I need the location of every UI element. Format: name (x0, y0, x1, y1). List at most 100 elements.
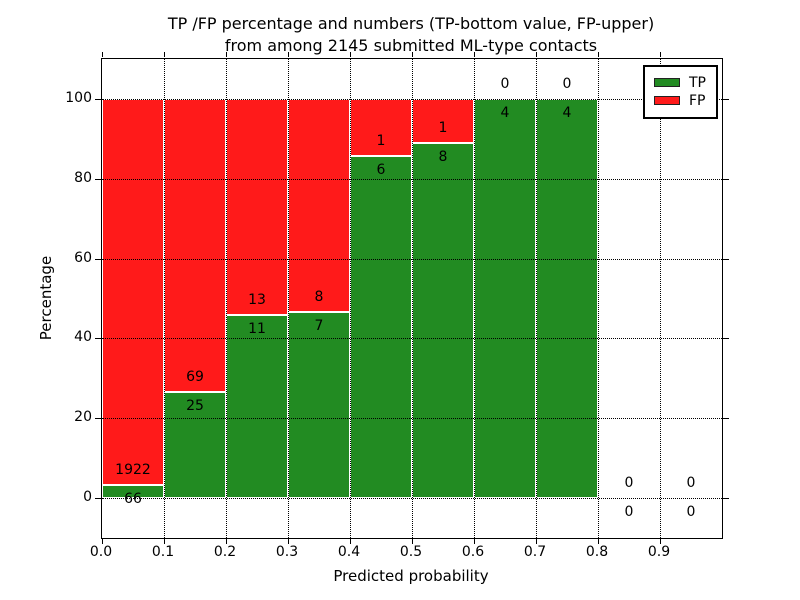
x-axis-tick (412, 539, 413, 544)
y-axis-right-tick (723, 418, 729, 420)
x-gridline (474, 59, 475, 538)
y-axis-tick (95, 498, 101, 500)
y-axis-tick (95, 178, 101, 180)
x-axis-top-tick (412, 52, 413, 57)
x-axis-tick (350, 539, 351, 544)
tp-count-label: 8 (438, 149, 448, 166)
chart-title: TP /FP percentage and numbers (TP-bottom… (101, 13, 721, 57)
x-axis-tick (164, 539, 165, 544)
x-gridline (536, 59, 537, 538)
fp-bar-segment (412, 98, 474, 144)
x-gridline (226, 59, 227, 538)
tp-legend-label: TP (689, 74, 706, 91)
tp-count-label: 6 (376, 161, 386, 178)
y-axis-tick (95, 258, 101, 260)
x-axis-top-tick (350, 52, 351, 57)
y-axis-tick (95, 338, 101, 340)
y-axis-right-tick (723, 338, 729, 340)
y-tick-label: 20 (74, 409, 92, 426)
x-gridline (660, 59, 661, 538)
fp-count-label: 1 (376, 132, 386, 149)
tp-count-label: 66 (124, 490, 142, 507)
tp-bar-segment (474, 98, 536, 499)
y-axis-tick (95, 98, 101, 100)
x-tick-label: 0.2 (213, 544, 237, 560)
fp-count-label: 69 (186, 368, 204, 385)
x-axis-tick (288, 539, 289, 544)
chart-title-line2: from among 2145 submitted ML-type contac… (224, 36, 598, 55)
x-tick-label: 0.5 (399, 544, 423, 560)
x-tick-label: 0.3 (275, 544, 299, 560)
tp-count-label: 11 (248, 321, 266, 338)
fp-bar-segment (288, 98, 350, 312)
x-axis-top-tick (288, 52, 289, 57)
legend-entry-tp: TP (654, 74, 706, 91)
tp-bar-segment (350, 155, 412, 499)
tp-color-swatch (654, 78, 680, 87)
legend: TP FP (643, 65, 718, 119)
x-gridline (598, 59, 599, 538)
fp-count-label: 0 (686, 475, 696, 492)
tp-count-label: 0 (686, 504, 696, 521)
tp-bar-segment (288, 311, 350, 499)
tp-count-label: 7 (314, 317, 324, 334)
fp-color-swatch (654, 96, 680, 105)
y-tick-label: 100 (65, 89, 92, 106)
fp-bar-segment (164, 98, 226, 392)
y-tick-label: 40 (74, 329, 92, 346)
plot-area: TP FP 1922 66 69 25 13 11 8 7 1 6 1 8 0 4 0 4 0 0 0 0 (95, 52, 729, 544)
tp-count-label: 4 (562, 104, 572, 121)
fp-count-label: 0 (562, 75, 572, 92)
x-axis-top-tick (474, 52, 475, 57)
y-tick-label: 0 (83, 489, 92, 506)
fp-bar-segment (226, 98, 288, 316)
tp-bar-segment (536, 98, 598, 499)
fp-count-label: 0 (624, 475, 634, 492)
x-tick-label: 0.9 (647, 544, 671, 560)
y-axis-label: Percentage (37, 255, 55, 341)
x-axis-top-tick (660, 52, 661, 57)
tp-bar-segment (412, 143, 474, 499)
x-axis-tick (536, 539, 537, 544)
x-axis-top-tick (536, 52, 537, 57)
tp-count-label: 25 (186, 397, 204, 414)
y-axis-right-tick (723, 498, 729, 500)
x-tick-label: 0.8 (585, 544, 609, 560)
y-axis-right-tick (723, 178, 729, 180)
x-gridline (164, 59, 165, 538)
x-axis-top-tick (598, 52, 599, 57)
x-axis-tick (660, 539, 661, 544)
tp-bar-segment (102, 484, 164, 499)
legend-entry-fp: FP (654, 92, 706, 109)
tp-count-label: 4 (500, 104, 510, 121)
fp-count-label: 8 (314, 288, 324, 305)
x-tick-label: 0.0 (89, 544, 113, 560)
y-tick-label: 60 (74, 249, 92, 266)
y-tick-label: 80 (74, 169, 92, 186)
x-axis-top-tick (102, 52, 103, 57)
x-tick-label: 0.6 (461, 544, 485, 560)
fp-bar-segment (102, 98, 164, 485)
y-axis-right-tick (723, 258, 729, 260)
fp-count-label: 1922 (115, 461, 151, 478)
y-axis-tick (95, 418, 101, 420)
x-axis-top-tick (226, 52, 227, 57)
x-axis-tick (474, 539, 475, 544)
x-gridline (350, 59, 351, 538)
fp-count-label: 1 (438, 120, 448, 137)
x-gridline (288, 59, 289, 538)
y-axis-right-tick (723, 98, 729, 100)
x-axis-tick (598, 539, 599, 544)
x-axis-label: Predicted probability (333, 567, 489, 585)
x-axis-tick (226, 539, 227, 544)
fp-legend-label: FP (689, 92, 706, 109)
fp-count-label: 0 (500, 75, 510, 92)
x-axis-tick (102, 539, 103, 544)
chart-title-line1: TP /FP percentage and numbers (TP-bottom… (167, 14, 655, 33)
fp-count-label: 13 (248, 292, 266, 309)
x-tick-label: 0.4 (337, 544, 361, 560)
x-gridline (412, 59, 413, 538)
x-axis-top-tick (164, 52, 165, 57)
x-tick-label: 0.7 (523, 544, 547, 560)
